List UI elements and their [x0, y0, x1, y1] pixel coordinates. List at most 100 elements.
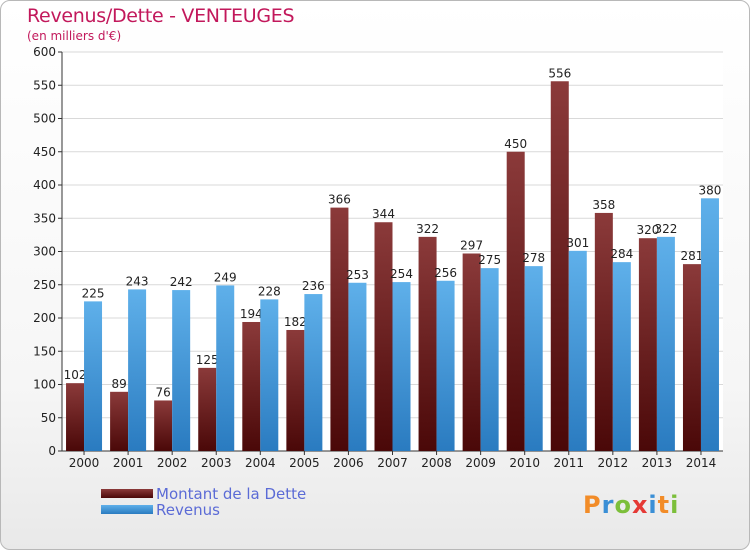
y-tick-label: 550: [33, 78, 56, 92]
logo-letter: i: [648, 491, 658, 519]
x-tick-label: 2007: [377, 456, 408, 470]
data-label-dette: 125: [196, 353, 219, 367]
x-tick-label: 2005: [289, 456, 320, 470]
x-tick-label: 2002: [157, 456, 188, 470]
logo-letter: r: [601, 491, 615, 519]
data-label-revenus: 380: [699, 183, 722, 197]
logo-letter: t: [657, 491, 671, 519]
proxiti-logo: Proxiti: [583, 491, 679, 519]
logo-letter: x: [631, 491, 649, 519]
data-label-dette: 281: [681, 249, 704, 263]
data-label-revenus: 301: [566, 236, 589, 250]
data-label-dette: 320: [636, 223, 659, 237]
data-label-dette: 344: [372, 207, 395, 221]
bar-revenus: [128, 289, 147, 451]
bar-dette: [462, 253, 481, 451]
y-tick-label: 50: [41, 411, 56, 425]
bar-dette: [374, 222, 393, 451]
x-tick-label: 2009: [465, 456, 496, 470]
bar-dette: [638, 238, 657, 451]
y-tick-label: 250: [33, 278, 56, 292]
bar-revenus: [216, 285, 235, 451]
y-tick-label: 150: [33, 344, 56, 358]
data-label-revenus: 278: [522, 251, 545, 265]
x-tick-label: 2003: [201, 456, 232, 470]
y-tick-label: 500: [33, 112, 56, 126]
bar-revenus: [260, 299, 279, 451]
data-label-revenus: 225: [82, 286, 105, 300]
data-label-revenus: 322: [654, 222, 677, 236]
bar-revenus: [392, 282, 411, 451]
data-label-dette: 102: [64, 368, 87, 382]
data-label-revenus: 243: [126, 274, 149, 288]
data-label-revenus: 249: [214, 270, 237, 284]
data-label-dette: 297: [460, 238, 483, 252]
data-label-revenus: 275: [478, 253, 501, 267]
bar-dette: [286, 329, 305, 451]
bar-revenus: [172, 290, 191, 451]
data-label-dette: 76: [156, 385, 171, 399]
x-tick-label: 2004: [245, 456, 276, 470]
x-tick-label: 2013: [642, 456, 673, 470]
logo-letter: o: [614, 491, 632, 519]
bar-revenus: [568, 250, 587, 451]
legend-swatch-dette: [101, 489, 153, 498]
legend-label-revenus: Revenus: [156, 501, 220, 519]
logo-letter: i: [670, 491, 680, 519]
bar-revenus: [480, 268, 499, 451]
data-label-dette: 450: [504, 137, 527, 151]
y-tick-label: 100: [33, 378, 56, 392]
bar-dette: [154, 400, 173, 451]
x-tick-label: 2014: [686, 456, 717, 470]
y-tick-label: 0: [48, 444, 56, 458]
data-label-revenus: 254: [390, 267, 413, 281]
data-label-dette: 89: [111, 377, 126, 391]
x-tick-label: 2008: [421, 456, 452, 470]
legend-swatch-revenus: [101, 505, 153, 514]
bar-revenus: [700, 198, 719, 451]
y-tick-label: 200: [33, 311, 56, 325]
x-tick-label: 2012: [598, 456, 629, 470]
data-label-dette: 322: [416, 222, 439, 236]
bar-dette: [330, 207, 349, 451]
data-label-revenus: 228: [258, 284, 281, 298]
data-label-revenus: 236: [302, 279, 325, 293]
data-label-dette: 182: [284, 315, 307, 329]
y-tick-label: 300: [33, 245, 56, 259]
y-tick-label: 350: [33, 211, 56, 225]
bar-dette: [66, 383, 85, 451]
legend-label-dette: Montant de la Dette: [156, 485, 307, 503]
bar-dette: [550, 81, 569, 451]
bar-dette: [506, 151, 525, 451]
data-label-revenus: 256: [434, 266, 457, 280]
y-tick-label: 600: [33, 45, 56, 59]
data-label-revenus: 253: [346, 268, 369, 282]
bar-dette: [418, 236, 437, 451]
x-tick-label: 2010: [509, 456, 540, 470]
data-label-dette: 366: [328, 193, 351, 207]
chart-title: Revenus/Dette - VENTEUGES: [27, 5, 295, 27]
data-label-revenus: 242: [170, 275, 193, 289]
data-label-dette: 358: [592, 198, 615, 212]
x-tick-label: 2011: [553, 456, 584, 470]
data-label-dette: 556: [548, 66, 571, 80]
bar-dette: [198, 367, 217, 451]
bar-revenus: [304, 294, 323, 451]
bar-dette: [682, 264, 701, 451]
data-label-revenus: 284: [610, 247, 633, 261]
x-tick-label: 2006: [333, 456, 364, 470]
bar-revenus: [436, 280, 455, 451]
logo-letter: P: [583, 491, 602, 519]
bar-revenus: [348, 282, 367, 451]
bar-revenus: [656, 236, 675, 451]
bar-dette: [594, 212, 613, 451]
bar-dette: [242, 321, 261, 451]
x-tick-label: 2000: [69, 456, 100, 470]
y-tick-label: 450: [33, 145, 56, 159]
data-label-dette: 194: [240, 307, 263, 321]
bar-revenus: [612, 262, 631, 451]
bar-revenus: [524, 266, 543, 451]
x-tick-label: 2001: [113, 456, 144, 470]
